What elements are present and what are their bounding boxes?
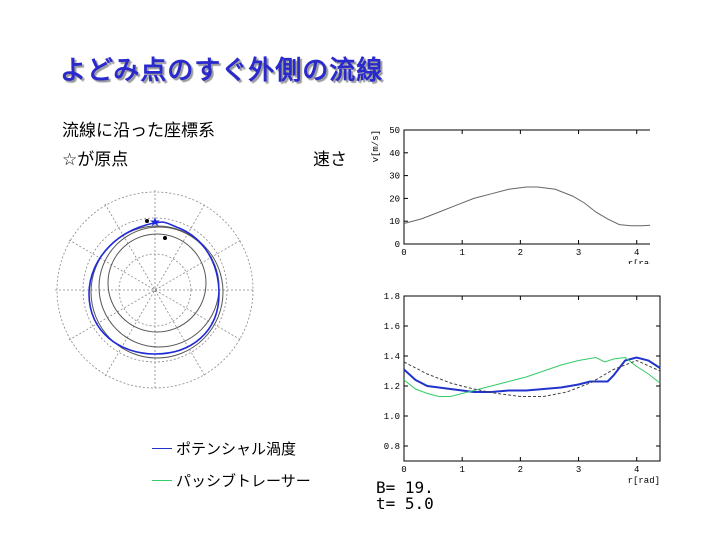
series-line-1	[403, 356, 661, 397]
y-tick-label: 1.6	[384, 322, 400, 332]
param-t-value: 5.0	[404, 494, 434, 513]
x-tick-label: 4	[634, 248, 639, 258]
y-tick-label: 0.8	[384, 442, 400, 452]
series-line-0	[403, 356, 661, 393]
y-tick-label: 50	[389, 126, 400, 136]
legend-line-blue	[152, 448, 172, 449]
plot-frame	[403, 295, 661, 462]
x-tick-label: 3	[576, 248, 581, 258]
y-tick-label: 1.0	[384, 412, 400, 422]
subtitle-coordinate-system: 流線に沿った座標系	[62, 121, 215, 141]
marker-dot	[163, 236, 167, 240]
legend-label: ポテンシャル渦度	[176, 440, 297, 458]
param-b-label: B=	[376, 478, 396, 497]
series-line-0	[403, 186, 650, 227]
plot-frame	[403, 129, 650, 245]
legend-line-green	[152, 480, 172, 481]
streamline-path	[88, 221, 220, 355]
series-line-2	[403, 359, 661, 397]
marker-dot	[145, 219, 149, 223]
x-tick-label: 0	[401, 465, 406, 475]
legend-label: パッシブトレーサー	[176, 472, 311, 490]
x-tick-label: 2	[518, 248, 523, 258]
params-block: B= 19. t= 5.0	[376, 480, 434, 512]
ratio-chart: 0 1 2 3 4 0.8 1.0 1.2 1.4 1.6 1.8 r[rad]	[384, 292, 661, 486]
speed-label: 速さ	[313, 150, 347, 170]
solid-circle	[107, 233, 207, 333]
y-tick-label: 30	[389, 172, 400, 182]
y-tick-label: 1.2	[384, 382, 400, 392]
y-tick-label: 1.4	[384, 352, 400, 362]
legend-passive-tracer: パッシブトレーサー	[152, 470, 311, 491]
y-tick-label: 1.8	[384, 292, 400, 302]
solid-circle	[90, 225, 224, 359]
x-axis-label: r[rad]	[628, 259, 650, 264]
x-tick-label: 4	[634, 465, 639, 475]
slide-title: よどみ点のすぐ外側の流線	[60, 56, 384, 86]
origin-star-icon	[150, 217, 160, 226]
x-tick-label: 3	[576, 465, 581, 475]
y-tick-label: 10	[389, 217, 400, 227]
polar-diagram	[55, 190, 255, 390]
y-tick-label: 40	[389, 149, 400, 159]
y-axis-label: v[m/s]	[371, 130, 381, 162]
solid-circle	[98, 226, 220, 348]
x-tick-label: 2	[518, 465, 523, 475]
x-tick-label: 1	[459, 248, 464, 258]
x-axis-label: r[rad]	[628, 476, 660, 486]
param-b-value: 19.	[404, 478, 434, 497]
y-tick-label: 20	[389, 194, 400, 204]
y-tick-label: 0	[395, 240, 400, 250]
param-t-label: t=	[376, 494, 396, 513]
legend-potential-vorticity: ポテンシャル渦度	[152, 438, 296, 459]
x-tick-label: 0	[401, 248, 406, 258]
subtitle-origin-note: ☆が原点	[62, 150, 129, 170]
x-tick-label: 1	[459, 465, 464, 475]
